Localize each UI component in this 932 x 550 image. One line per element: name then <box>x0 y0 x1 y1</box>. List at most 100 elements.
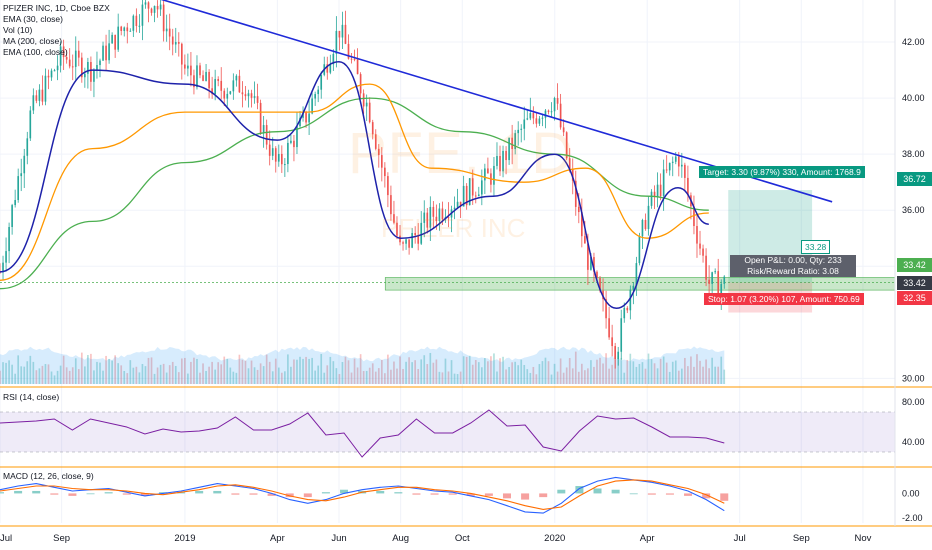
volume-bar <box>165 372 168 384</box>
candle-body <box>117 26 120 50</box>
volume-bar <box>708 368 710 384</box>
macd-histogram-bar <box>466 493 475 496</box>
volume-bar <box>180 358 183 384</box>
macd-pane-title[interactable]: MACD (12, 26, close, 9) <box>3 471 94 481</box>
candle-body <box>574 180 577 207</box>
volume-bar <box>656 368 659 384</box>
candle-body <box>214 79 216 95</box>
volume-bar <box>456 374 459 384</box>
candle-body <box>644 219 647 230</box>
candle-body <box>723 276 726 284</box>
candle-body <box>308 113 310 123</box>
volume-bar <box>247 368 250 384</box>
candle-body <box>617 351 620 360</box>
candle-body <box>226 93 229 99</box>
legend-vol[interactable]: Vol (10) <box>3 25 33 35</box>
candle-body <box>693 206 695 227</box>
candle-body <box>341 24 344 38</box>
volume-bar <box>293 359 295 384</box>
volume-bar <box>453 373 456 384</box>
candle-body <box>293 140 295 148</box>
candle-body <box>284 164 286 166</box>
candle-body <box>56 65 59 71</box>
volume-bar <box>596 359 598 384</box>
candle-body <box>474 195 477 197</box>
candle-body <box>596 271 598 279</box>
candle-body <box>417 235 420 244</box>
candle-body <box>8 227 10 252</box>
macd-histogram-bar <box>684 493 693 496</box>
candle-body <box>190 65 192 76</box>
volume-bar <box>402 368 404 384</box>
candle-body <box>174 42 177 45</box>
candle-body <box>371 122 374 135</box>
rsi-pane-title[interactable]: RSI (14, close) <box>3 392 60 402</box>
volume-ma-area <box>0 346 725 384</box>
legend-ma200[interactable]: MA (200, close) <box>3 36 63 46</box>
candle-body <box>232 80 235 92</box>
candle-body <box>502 150 504 172</box>
volume-bar <box>641 362 644 384</box>
stop-label[interactable]: Stop: 1.07 (3.20%) 107, Amount: 750.69 <box>704 293 864 305</box>
pnl-info-box[interactable]: Open P&L: 0.00, Qty: 233 Risk/Reward Rat… <box>730 255 856 277</box>
candle-body <box>429 206 432 228</box>
volume-bar <box>317 365 320 384</box>
candle-body <box>11 205 13 228</box>
volume-bar <box>65 367 68 384</box>
volume-bar <box>74 358 77 384</box>
axis-tag-entry2: 33.42 <box>897 276 932 290</box>
legend-ema100[interactable]: EMA (100, close) <box>3 47 68 57</box>
volume-bar <box>268 361 271 384</box>
candle-body <box>259 102 262 133</box>
macd-histogram-bar <box>140 493 149 496</box>
time-tick-label: Apr <box>640 533 655 544</box>
volume-bar <box>462 356 465 384</box>
volume-bar <box>468 355 471 384</box>
volume-bar <box>5 362 7 384</box>
volume-bar <box>553 363 556 384</box>
candle-body <box>626 307 629 311</box>
legend-symbol[interactable]: PFIZER INC, 1D, Cboe BZX <box>3 3 110 13</box>
candle-body <box>241 92 244 95</box>
candle-body <box>632 285 635 290</box>
candle-body <box>353 58 356 60</box>
current-price-box[interactable]: 33.28 <box>801 240 831 254</box>
rr-line: Risk/Reward Ratio: 3.08 <box>747 266 839 276</box>
macd-histogram-bar <box>50 493 59 495</box>
target-label[interactable]: Target: 3.30 (9.87%) 330, Amount: 1768.9 <box>699 166 865 178</box>
volume-bar <box>393 361 395 384</box>
candle-body <box>399 235 401 243</box>
volume-bar <box>450 360 453 384</box>
candle-body <box>41 89 44 102</box>
legend-ema30[interactable]: EMA (30, close) <box>3 14 63 24</box>
volume-bar <box>323 372 326 384</box>
candle-body <box>535 118 538 124</box>
candle-body <box>238 75 241 93</box>
time-tick-label: Sep <box>53 533 70 544</box>
candle-body <box>138 25 141 27</box>
macd-histogram-bar <box>647 493 656 495</box>
candle-body <box>477 194 480 197</box>
volume-bar <box>571 368 574 384</box>
volume-bar <box>438 371 441 384</box>
candle-body <box>153 5 156 13</box>
price-tick-label: 38.00 <box>902 149 925 159</box>
price-tick-label: 30.00 <box>902 373 925 383</box>
candle-body <box>493 165 495 185</box>
candle-body <box>426 212 429 228</box>
volume-bar <box>47 364 50 384</box>
candle-body <box>517 129 520 134</box>
volume-bar <box>650 359 653 384</box>
macd-histogram-bar <box>195 490 204 494</box>
macd-histogram-bar <box>720 493 729 501</box>
volume-bar <box>359 354 362 384</box>
candle-body <box>456 201 459 208</box>
volume-bar <box>84 366 86 384</box>
candle-body <box>202 75 204 81</box>
candle-body <box>29 110 32 139</box>
candle-body <box>326 64 329 73</box>
candle-body <box>159 4 162 10</box>
volume-bar <box>296 359 298 384</box>
candle-body <box>544 110 547 118</box>
candle-body <box>581 212 583 237</box>
